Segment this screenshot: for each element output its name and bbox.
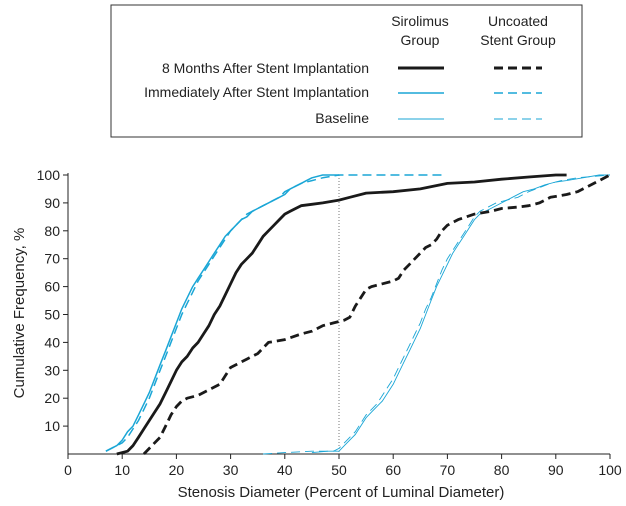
x-tick-label: 40 [277,462,293,478]
y-tick-label: 80 [44,223,60,239]
x-tick-label: 100 [598,462,622,478]
y-tick-label: 20 [44,390,60,406]
y-tick-label: 70 [44,251,60,267]
x-tick-label: 20 [169,462,185,478]
y-tick-label: 90 [44,195,60,211]
y-tick-label: 50 [44,307,60,323]
series-line-0 [116,173,567,456]
x-tick-label: 70 [440,462,456,478]
series-line-5 [263,174,611,455]
legend-col-header-1-line2: Group [401,32,440,48]
y-tick-label: 10 [44,418,60,434]
legend-col-header-1-line1: Sirolimus [391,13,449,29]
legend-row-label-8-months: 8 Months After Stent Implantation [162,60,369,76]
x-axis-title: Stenosis Diameter (Percent of Luminal Di… [178,484,505,501]
series-line-1 [142,173,611,455]
x-tick-label: 10 [114,462,130,478]
series-layer [105,173,611,456]
legend-col-header-2-line1: Uncoated [488,13,548,29]
x-tick-label: 80 [494,462,510,478]
plot-area: 0 10 20 30 40 50 60 70 80 90 100 10 20 30 40 50 60 70 80 90… [37,167,622,478]
x-tick-label: 50 [331,462,347,478]
legend-row-label-immediately: Immediately After Stent Implantation [144,84,369,100]
legend: Sirolimus Group Uncoated Stent Group 8 M… [110,4,583,138]
y-tick-label: 40 [44,334,60,350]
tick-marks: 0 10 20 30 40 50 60 70 80 90 100 10 20 30 40 50 60 70 80 90… [37,167,622,478]
x-tick-label: 0 [64,462,72,478]
y-axis-title: Cumulative Frequency, % [11,228,28,399]
series-line-3 [105,174,442,452]
y-tick-label: 30 [44,362,60,378]
y-tick-label: 60 [44,279,60,295]
x-tick-label: 60 [385,462,401,478]
series-line-4 [311,174,610,454]
series-line-2 [105,174,339,452]
y-tick-label: 100 [37,167,61,183]
x-tick-label: 90 [548,462,564,478]
legend-col-header-2-line2: Stent Group [480,32,556,48]
x-tick-label: 30 [223,462,239,478]
legend-box [110,4,583,138]
legend-row-label-baseline: Baseline [315,110,369,126]
